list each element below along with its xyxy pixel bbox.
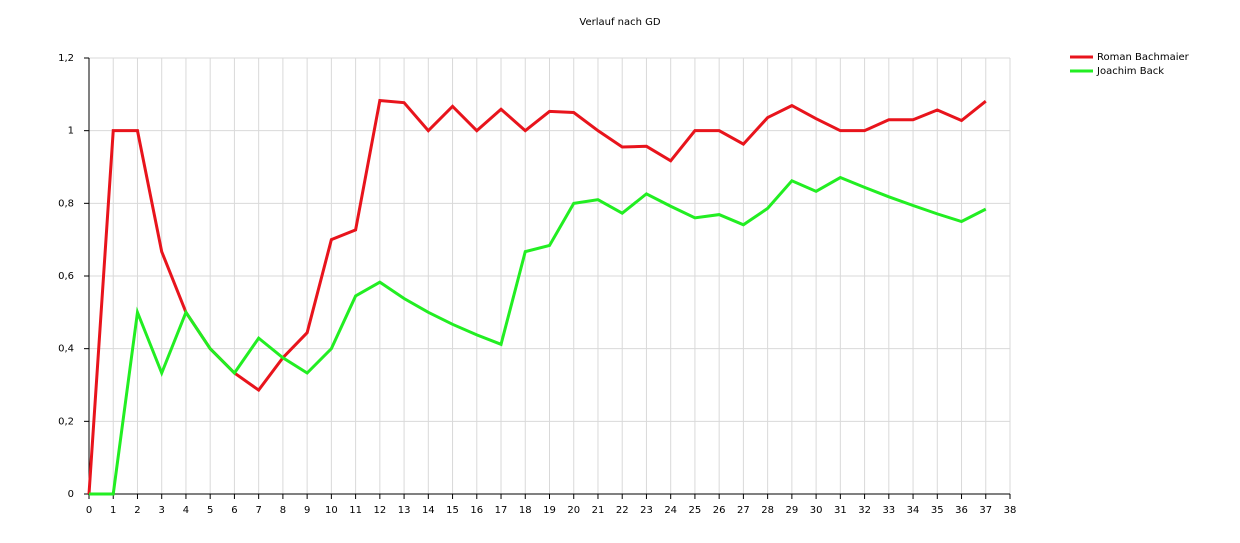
x-tick-label: 10 — [325, 505, 338, 516]
x-tick-label: 3 — [159, 505, 165, 516]
x-tick-label: 29 — [786, 505, 799, 516]
x-tick-label: 9 — [304, 505, 310, 516]
x-tick-label: 6 — [231, 505, 237, 516]
x-tick-label: 1 — [110, 505, 116, 516]
y-tick-label: 1 — [68, 126, 74, 137]
x-tick-label: 21 — [592, 505, 605, 516]
series-line — [89, 175, 987, 496]
x-tick-label: 30 — [810, 505, 823, 516]
x-tick-label: 32 — [858, 505, 871, 516]
x-tick-label: 28 — [761, 505, 774, 516]
chart-title: Verlauf nach GD — [579, 17, 661, 28]
x-tick-label: 27 — [737, 505, 750, 516]
x-tick-label: 26 — [713, 505, 726, 516]
x-tick-label: 17 — [495, 505, 508, 516]
y-tick-label: 1,2 — [58, 53, 74, 64]
y-tick-label: 0,6 — [58, 271, 74, 282]
x-tick-label: 8 — [280, 505, 286, 516]
x-tick-label: 4 — [183, 505, 189, 516]
legend-label: Joachim Back — [1096, 66, 1164, 77]
x-tick-label: 18 — [519, 505, 532, 516]
x-tick-label: 38 — [1004, 505, 1017, 516]
x-tick-label: 7 — [255, 505, 261, 516]
x-tick-label: 33 — [882, 505, 895, 516]
x-tick-label: 2 — [134, 505, 140, 516]
y-tick-label: 0,4 — [58, 344, 74, 355]
y-tick-label: 0,8 — [58, 198, 74, 209]
y-tick-label: 0 — [68, 489, 74, 500]
x-tick-label: 15 — [446, 505, 459, 516]
x-tick-label: 12 — [373, 505, 386, 516]
x-tick-label: 0 — [86, 505, 92, 516]
x-tick-label: 35 — [931, 505, 944, 516]
series-line — [87, 98, 987, 495]
x-tick-label: 34 — [907, 505, 920, 516]
x-tick-label: 5 — [207, 505, 213, 516]
x-tick-label: 36 — [955, 505, 968, 516]
x-tick-label: 13 — [398, 505, 411, 516]
y-tick-label: 0,2 — [58, 416, 74, 427]
x-tick-label: 37 — [979, 505, 992, 516]
x-tick-label: 20 — [567, 505, 580, 516]
x-tick-label: 31 — [834, 505, 847, 516]
legend-label: Roman Bachmaier — [1097, 52, 1190, 63]
x-tick-label: 22 — [616, 505, 629, 516]
x-tick-label: 25 — [689, 505, 702, 516]
x-tick-label: 16 — [470, 505, 483, 516]
x-tick-label: 14 — [422, 505, 435, 516]
x-tick-label: 24 — [664, 505, 677, 516]
x-tick-label: 23 — [640, 505, 653, 516]
x-tick-label: 19 — [543, 505, 556, 516]
x-tick-label: 11 — [349, 505, 362, 516]
